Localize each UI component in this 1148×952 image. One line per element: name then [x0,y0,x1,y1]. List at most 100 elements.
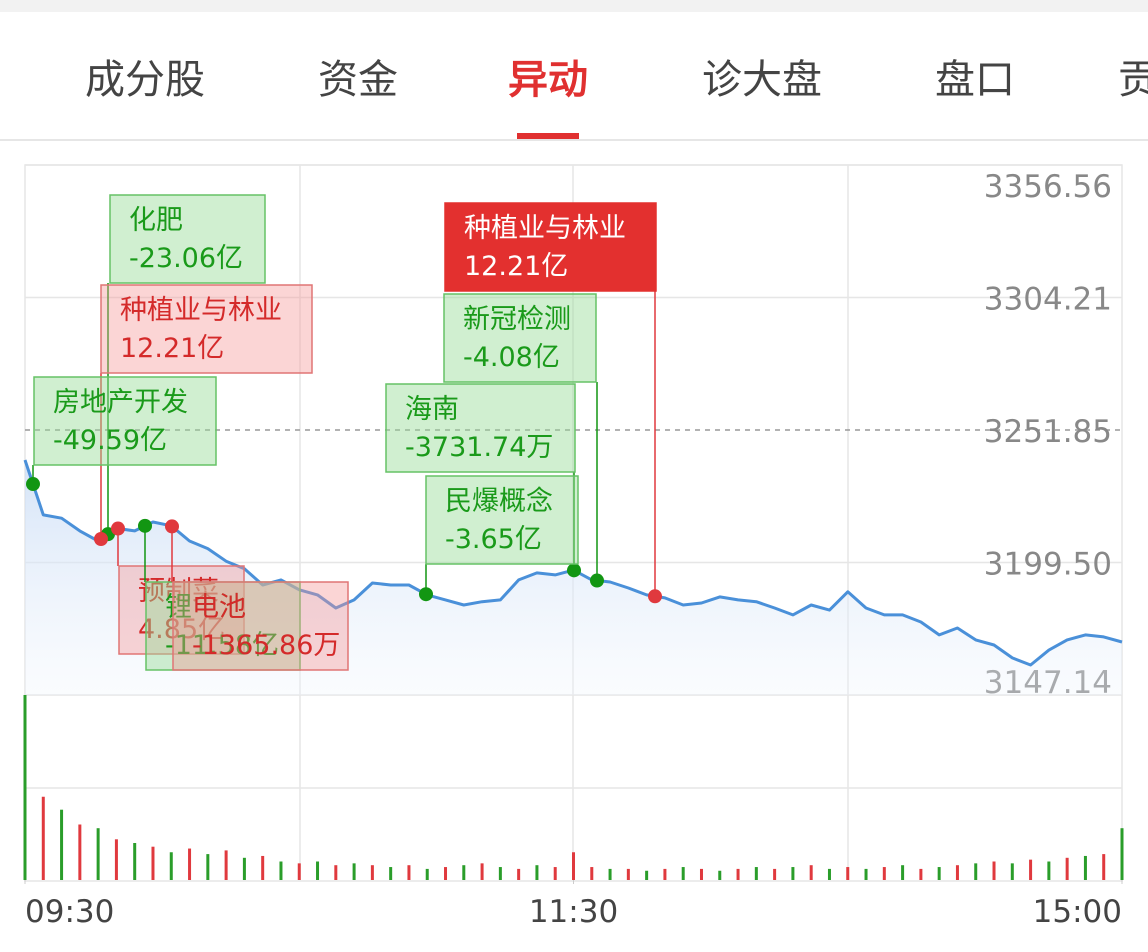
tab-bar: 成分股 资金 异动 诊大盘 盘口 贡 [85,57,1148,139]
annotation-name: 锂电池 [165,592,246,623]
volume-bar [370,865,374,880]
event-dot [94,531,108,546]
volume-bar [169,852,173,880]
volume-bar [334,865,338,880]
y-tick-label: 3304.21 [984,281,1112,317]
volume-bar [663,868,667,880]
volume-bar [78,824,82,880]
volume-bar [480,863,484,880]
volume-bar [23,695,27,880]
volume-bar [279,861,283,880]
volume-bar [41,796,45,880]
volume-bar [773,868,777,880]
volume-bar [1083,855,1087,880]
tab[interactable]: 异动 [508,57,588,103]
annotation-amount: -3.65亿 [445,524,542,555]
volume-bar [60,809,64,880]
volume-bar [919,868,923,880]
volume-bar [1102,854,1106,880]
volume-bar [535,865,539,880]
annotation-name: 电池 [192,592,246,623]
tab[interactable]: 成分股 [85,57,205,103]
volume-bar [901,865,905,880]
volume-bar [1120,828,1124,880]
volume-bar [608,868,612,880]
volume-bar [425,868,429,880]
tab[interactable]: 盘口 [935,57,1015,103]
event-dot [138,518,152,533]
x-tick-label: 15:00 [1033,894,1122,930]
y-tick-label: 3251.85 [984,414,1112,450]
chart: 3356.563304.213251.853199.503147.1409:30… [23,164,1124,930]
tab[interactable]: 贡 [1118,57,1148,103]
volume-bar [389,867,393,880]
volume-bar [352,863,356,880]
annotation-amount: -49.59亿 [53,425,167,456]
volume-bar [791,867,795,880]
annotation-name: 新冠检测 [463,304,571,335]
event-dot [567,563,581,578]
x-tick-label: 11:30 [529,894,618,930]
annotation-box[interactable] [100,284,313,374]
volume-bar [261,855,265,880]
annotation-box[interactable] [172,581,349,671]
annotation-box[interactable] [444,202,657,292]
annotation-box[interactable] [425,475,579,565]
volume-bar [736,868,740,880]
event-dot [26,477,40,492]
volume-bar [133,843,137,880]
volume-bar [992,861,996,880]
annotation-box[interactable] [385,383,576,473]
volume-bar [498,867,502,880]
volume-bar [444,867,448,880]
volume-bar [206,854,210,880]
y-tick-label: 3356.56 [984,169,1112,205]
annotation-name: 房地产开发 [53,387,188,418]
volume-bar [96,828,100,880]
annotation-box[interactable] [109,194,266,284]
volume-bar [681,867,685,880]
volume-bar [462,865,466,880]
annotation-name: 种植业与林业 [120,295,282,326]
x-tick-label: 09:30 [25,894,114,930]
volume-bar [407,865,411,880]
tab[interactable]: 资金 [318,57,398,103]
annotation-name: 化肥 [129,205,183,236]
annotation-amount: 12.21亿 [120,333,224,364]
annotation-box[interactable] [443,293,597,383]
volume-bar [188,848,192,880]
volume-bar [1010,863,1014,880]
volume-bar [553,867,557,880]
annotation-box[interactable] [118,565,245,655]
annotation-name: 民爆概念 [445,486,553,517]
volume-bar [626,868,630,880]
status-strip [0,0,1148,12]
annotation-amount: -11.58亿 [165,630,279,661]
annotation-name: 预制菜 [138,576,219,607]
volume-bar [316,861,320,880]
volume-bar [827,868,831,880]
annotation-amount: -4.08亿 [463,342,560,373]
volume-bar [846,867,850,880]
tab[interactable]: 诊大盘 [702,57,822,103]
volume-bar [297,863,301,880]
volume-bar [590,867,594,880]
annotation-name: 种植业与林业 [464,213,626,244]
event-dot [648,589,662,604]
annotation-amount: -23.06亿 [129,243,243,274]
volume-bar [754,867,758,880]
volume-bar [572,852,575,880]
volume-bar [151,846,155,880]
volume-bar [699,868,703,880]
event-dot [419,587,433,602]
event-dot [590,573,604,588]
annotation-box[interactable] [33,376,217,466]
annotation-name: 海南 [405,394,459,425]
y-tick-label: 3199.50 [984,546,1112,582]
volume-bar [937,867,941,880]
event-dot [111,521,125,536]
volume-bar [114,839,118,880]
tab-indicator [517,133,579,139]
annotation-amount: -1365.86万 [192,630,340,661]
